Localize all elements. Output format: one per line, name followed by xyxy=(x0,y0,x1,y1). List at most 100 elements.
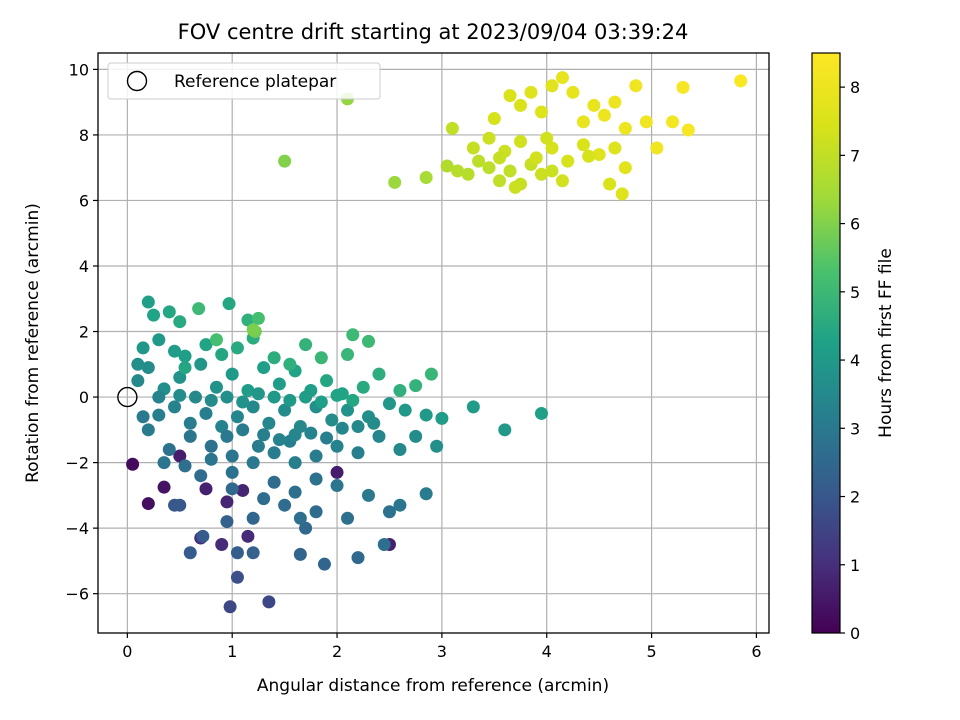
y-tick-label: −6 xyxy=(65,585,89,604)
data-point xyxy=(309,472,323,486)
data-point xyxy=(293,547,307,561)
grid-lines xyxy=(98,53,769,633)
data-point xyxy=(330,388,344,402)
data-point xyxy=(141,295,155,309)
data-point xyxy=(152,408,166,422)
y-tick-label: 4 xyxy=(79,257,89,276)
data-point xyxy=(173,388,187,402)
data-point xyxy=(445,121,459,135)
data-point xyxy=(393,384,407,398)
data-point xyxy=(419,487,433,501)
data-point xyxy=(199,338,213,352)
data-point xyxy=(141,423,155,437)
data-point xyxy=(272,377,286,391)
data-point xyxy=(545,79,559,93)
y-tick-label: 8 xyxy=(79,126,89,145)
data-point xyxy=(555,71,569,85)
data-point xyxy=(372,367,386,381)
colorbar-gradient xyxy=(811,52,841,634)
data-point xyxy=(299,338,313,352)
data-point xyxy=(215,420,229,434)
data-point xyxy=(262,416,276,430)
data-point xyxy=(209,333,223,347)
data-point xyxy=(126,457,140,471)
data-point xyxy=(236,483,250,497)
data-point xyxy=(173,315,187,329)
data-point xyxy=(183,429,197,443)
data-point xyxy=(351,420,365,434)
data-point xyxy=(561,154,575,168)
data-point xyxy=(388,175,402,189)
data-point xyxy=(451,164,465,178)
data-point xyxy=(372,429,386,443)
data-point xyxy=(236,395,250,409)
data-point xyxy=(330,479,344,493)
data-point xyxy=(514,98,528,112)
y-axis-label: Rotation from reference (arcmin) xyxy=(23,203,43,483)
data-point xyxy=(576,115,590,129)
data-point xyxy=(681,123,695,137)
data-point xyxy=(503,89,517,103)
data-point xyxy=(482,131,496,145)
y-tick-label: −2 xyxy=(65,454,89,473)
data-point xyxy=(173,498,187,512)
data-point xyxy=(204,439,218,453)
data-point xyxy=(141,361,155,375)
plot-frame xyxy=(97,52,770,634)
data-point xyxy=(309,505,323,519)
data-point xyxy=(257,428,271,442)
data-point xyxy=(314,351,328,365)
colorbar-tick-label: 0 xyxy=(850,624,860,643)
colorbar-tick-label: 3 xyxy=(850,419,860,438)
colorbar-tick-label: 8 xyxy=(850,78,860,97)
data-point xyxy=(351,446,365,460)
data-point xyxy=(597,108,611,122)
data-point xyxy=(152,390,166,404)
data-point xyxy=(472,154,486,168)
data-point xyxy=(534,167,548,181)
data-point xyxy=(666,115,680,129)
data-point xyxy=(409,379,423,393)
data-point xyxy=(141,497,155,511)
colorbar: 0 1 2 3 4 5 6 7 8 Hours from first FF file xyxy=(811,52,896,643)
data-point xyxy=(440,159,454,173)
data-point xyxy=(534,406,548,420)
data-point xyxy=(498,423,512,437)
data-point xyxy=(251,311,265,325)
data-point xyxy=(461,167,475,181)
colorbar-tick-label: 5 xyxy=(850,283,860,302)
y-tick-label: 6 xyxy=(79,191,89,210)
data-point xyxy=(173,449,187,463)
data-point xyxy=(393,442,407,456)
data-point xyxy=(267,390,281,404)
data-point xyxy=(267,446,281,460)
data-point xyxy=(204,393,218,407)
y-tick-label: 2 xyxy=(79,323,89,342)
data-point xyxy=(608,95,622,109)
data-point xyxy=(173,370,187,384)
data-point xyxy=(272,433,286,447)
data-point xyxy=(587,98,601,112)
data-point xyxy=(223,600,237,614)
data-point xyxy=(246,546,260,560)
data-point xyxy=(230,570,244,584)
data-point xyxy=(241,529,255,543)
data-point xyxy=(215,538,229,552)
colorbar-tick-label: 2 xyxy=(850,488,860,507)
data-point xyxy=(131,374,145,388)
data-point xyxy=(162,442,176,456)
data-point xyxy=(288,456,302,470)
data-point xyxy=(194,469,208,483)
data-point xyxy=(341,511,355,525)
data-point xyxy=(482,161,496,175)
data-point xyxy=(361,488,375,502)
data-point xyxy=(466,141,480,155)
y-tick-label: 0 xyxy=(79,388,89,407)
data-point xyxy=(398,403,412,417)
data-point xyxy=(136,341,150,355)
data-point xyxy=(246,456,260,470)
legend: Reference platepar xyxy=(107,62,381,100)
axis-ticks: 0 1 2 3 4 5 6 −6 −4 −2 0 2 4 6 8 10 xyxy=(65,60,761,661)
data-point xyxy=(317,557,331,571)
